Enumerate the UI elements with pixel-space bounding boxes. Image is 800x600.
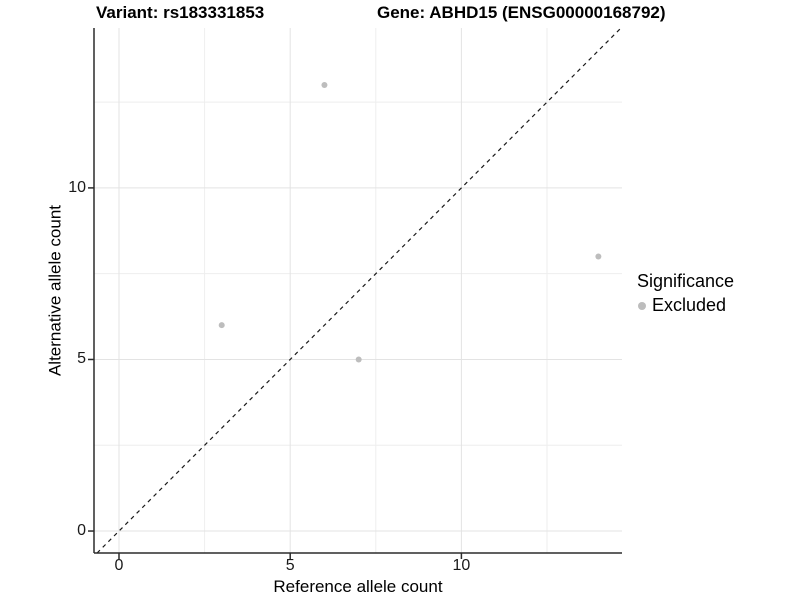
y-axis-title: Alternative allele count (45, 204, 65, 377)
legend: Significance Excluded (637, 271, 734, 316)
identity-line (96, 27, 622, 554)
legend-point-icon (638, 301, 646, 310)
x-axis-title: Reference allele count (273, 577, 443, 596)
legend-item-excluded: Excluded (638, 295, 734, 316)
plot-title-variant: Variant: rs183331853 (96, 3, 265, 22)
x-tick-label: 0 (114, 557, 124, 574)
x-tick-label: 10 (452, 557, 471, 574)
plot-panel (88, 27, 622, 559)
data-point (355, 356, 362, 363)
plot-title-gene: Gene: ABHD15 (ENSG00000168792) (377, 3, 666, 22)
legend-item-label: Excluded (652, 295, 727, 315)
data-point (595, 253, 602, 260)
data-point (218, 322, 225, 329)
y-tick-label: 0 (77, 522, 86, 540)
x-tick-label: 5 (285, 557, 295, 574)
data-point (321, 81, 328, 88)
legend-title: Significance (637, 271, 735, 291)
